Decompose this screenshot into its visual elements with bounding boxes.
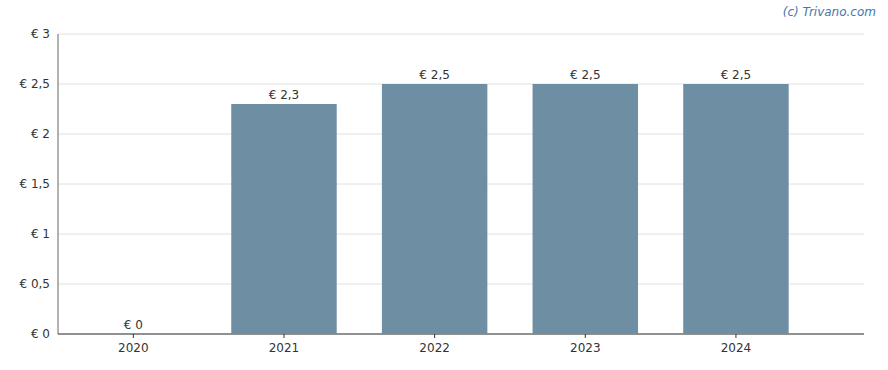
data-label: € 2,5 — [721, 68, 752, 82]
x-tick-label: 2020 — [118, 341, 149, 355]
y-tick-label: € 0,5 — [19, 277, 50, 291]
bars — [231, 84, 788, 334]
data-label: € 2,5 — [570, 68, 601, 82]
chart: € 0 € 0,5 € 1 € 1,5 € 2 € 2,5 € 3 2020 2021 2022 2… — [0, 0, 888, 370]
y-tick-label: € 1 — [31, 227, 50, 241]
y-tick-label: € 0 — [31, 327, 50, 341]
x-tick — [585, 334, 586, 338]
grid — [58, 34, 864, 334]
x-tick — [735, 334, 736, 338]
x-tick-label: 2024 — [721, 341, 752, 355]
y-tick-label: € 2 — [31, 127, 50, 141]
x-tick — [434, 334, 435, 338]
data-label: € 2,3 — [269, 88, 300, 102]
y-tick-label: € 2,5 — [19, 77, 50, 91]
bar — [382, 84, 487, 334]
data-label: € 0 — [124, 318, 143, 332]
x-tick — [133, 334, 134, 338]
x-tick-label: 2023 — [570, 341, 601, 355]
y-tick-label: € 1,5 — [19, 177, 50, 191]
data-label: € 2,5 — [419, 68, 450, 82]
data-labels: € 0 € 2,3 € 2,5 € 2,5 € 2,5 — [124, 68, 751, 332]
chart-container: € 0 € 0,5 € 1 € 1,5 € 2 € 2,5 € 3 2020 2021 2022 2… — [0, 0, 888, 370]
watermark: (c) Trivano.com — [783, 5, 876, 19]
bar — [231, 104, 336, 334]
y-axis-line — [58, 34, 59, 334]
x-tick-label: 2022 — [419, 341, 450, 355]
bar — [81, 334, 186, 335]
grid-line — [58, 34, 864, 35]
x-tick-label: 2021 — [269, 341, 300, 355]
x-tick — [283, 334, 284, 338]
bar — [683, 84, 788, 334]
y-tick-label: € 3 — [31, 27, 50, 41]
axes: € 0 € 0,5 € 1 € 1,5 € 2 € 2,5 € 3 2020 2021 2022 2… — [19, 27, 864, 355]
bar — [533, 84, 638, 334]
